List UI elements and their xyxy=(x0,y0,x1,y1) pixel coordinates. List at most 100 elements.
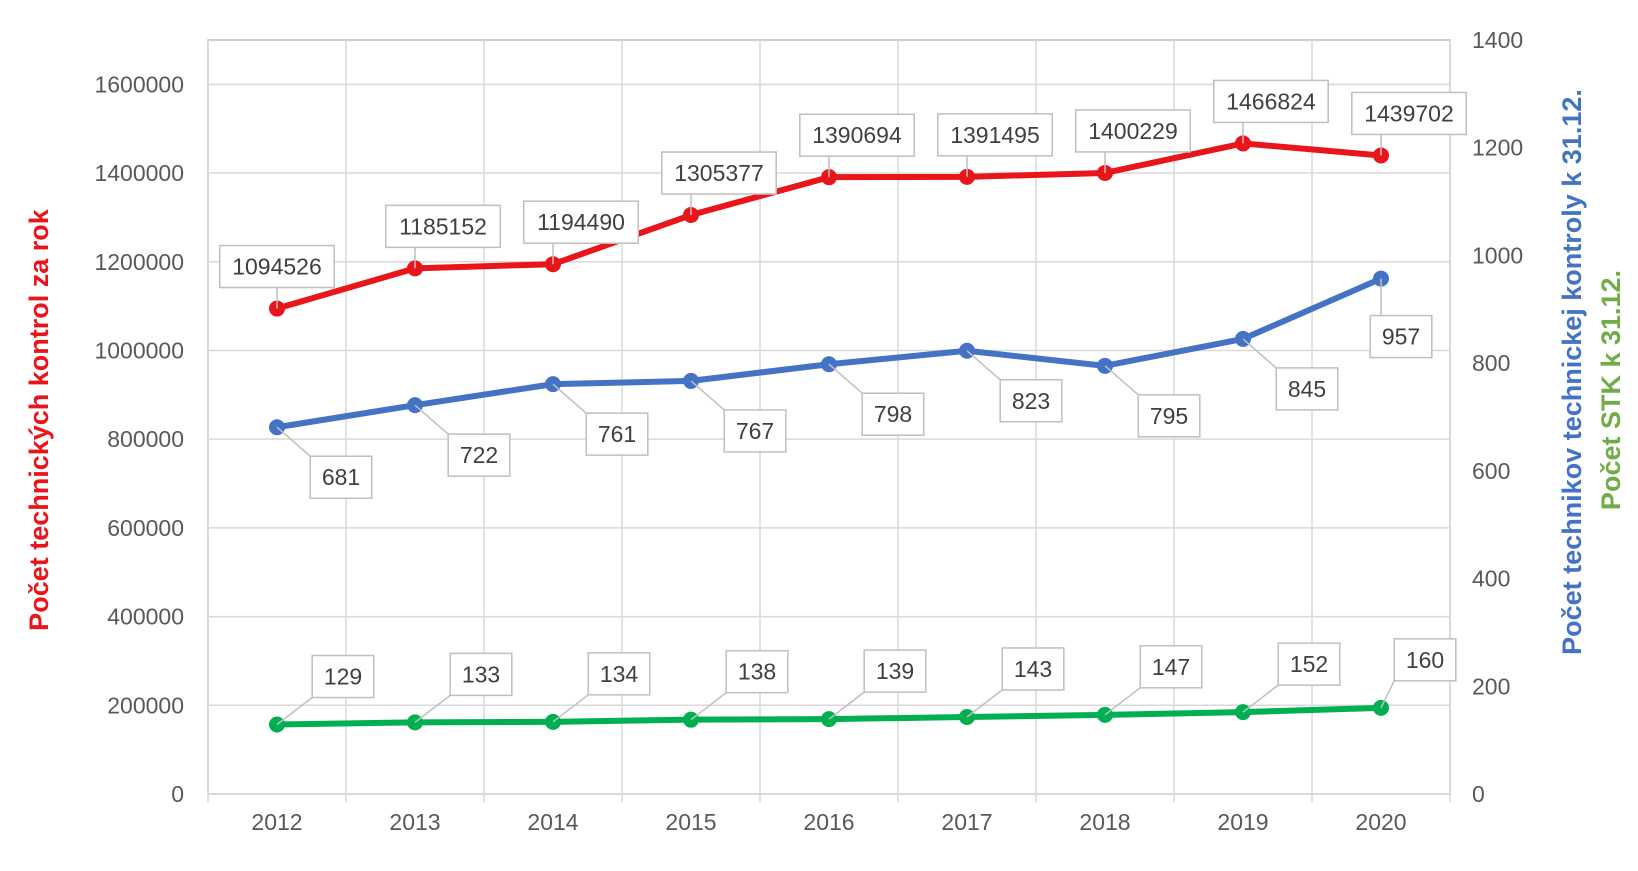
label-box xyxy=(861,392,925,436)
right-tick-label: 200 xyxy=(1472,673,1510,699)
label-box xyxy=(1393,638,1457,682)
left-tick-label: 400000 xyxy=(107,604,184,630)
right-tick-label: 1000 xyxy=(1472,242,1523,268)
data-label: 767 xyxy=(690,380,787,453)
data-label: 1305377 xyxy=(661,151,777,216)
left-axis-ticks: 0 200000 400000 600000 800000 1000000 1200000 1… xyxy=(94,71,184,807)
label-leader xyxy=(1104,365,1139,396)
x-tick-label: 2012 xyxy=(251,809,302,835)
data-label-text: 152 xyxy=(1290,651,1328,677)
data-label: 1466824 xyxy=(1213,79,1329,144)
data-label: 138 xyxy=(690,649,789,721)
label-box xyxy=(799,113,915,157)
label-leader xyxy=(690,380,725,411)
label-box xyxy=(1137,394,1201,438)
label-box xyxy=(1351,91,1467,136)
data-label-text: 1305377 xyxy=(674,160,764,186)
data-label: 957 xyxy=(1369,278,1433,359)
data-label-text: 681 xyxy=(322,464,360,490)
data-label: 134 xyxy=(552,652,651,723)
data-label-text: 798 xyxy=(874,401,912,427)
label-leader xyxy=(1104,687,1141,716)
right-tick-label: 600 xyxy=(1472,458,1510,484)
label-box xyxy=(999,379,1063,423)
data-label-text: 1391495 xyxy=(950,122,1040,148)
left-tick-label: 800000 xyxy=(107,426,184,452)
data-label: 823 xyxy=(966,350,1063,423)
right-tick-label: 800 xyxy=(1472,350,1510,376)
left-tick-label: 200000 xyxy=(107,692,184,718)
label-box xyxy=(585,412,649,456)
x-axis-ticks: 2012 2013 2014 2015 2016 2017 2018 2019 2020 xyxy=(251,809,1406,835)
data-label-text: 1194490 xyxy=(537,209,625,235)
label-box xyxy=(937,113,1053,157)
label-leader xyxy=(1380,680,1395,709)
label-box xyxy=(725,649,789,694)
data-label-text: 767 xyxy=(736,418,774,444)
data-label-text: 129 xyxy=(324,664,362,690)
x-tick-label: 2020 xyxy=(1355,809,1406,835)
data-label: 133 xyxy=(414,652,513,723)
right-axis-title-technicians: Počet technikov technickej kontroly k 31… xyxy=(1557,89,1587,655)
label-leader xyxy=(828,691,865,720)
data-label: 147 xyxy=(1104,645,1203,716)
data-label: 1391495 xyxy=(937,113,1053,177)
data-label: 152 xyxy=(1242,642,1341,713)
label-leader xyxy=(552,383,587,414)
label-leader xyxy=(276,426,311,457)
data-label-text: 1094526 xyxy=(232,254,322,280)
label-box xyxy=(1275,367,1339,411)
data-label: 1390694 xyxy=(799,113,915,178)
data-label: 761 xyxy=(552,383,649,456)
label-leader xyxy=(966,350,1001,381)
data-label: 681 xyxy=(276,426,373,499)
right-axis-ticks: 0 200 400 600 800 1000 1200 1400 xyxy=(1472,27,1523,807)
data-label: 795 xyxy=(1104,365,1201,438)
label-box xyxy=(587,652,651,696)
data-label-text: 133 xyxy=(462,661,500,687)
label-box xyxy=(311,654,375,699)
x-tick-label: 2015 xyxy=(665,809,716,835)
left-tick-label: 1000000 xyxy=(94,337,184,363)
label-leader xyxy=(828,363,863,394)
data-label: 1194490 xyxy=(523,200,639,265)
left-tick-label: 1600000 xyxy=(94,71,184,97)
data-label: 139 xyxy=(828,649,927,720)
x-tick-label: 2018 xyxy=(1079,809,1130,835)
label-leader xyxy=(1242,338,1277,369)
right-tick-label: 1400 xyxy=(1472,27,1523,53)
data-label-text: 795 xyxy=(1150,403,1188,429)
label-leader xyxy=(1242,684,1279,713)
left-axis-title: Počet technických kontrol za rok xyxy=(24,208,54,631)
label-box xyxy=(1277,642,1341,686)
label-box xyxy=(449,652,513,697)
data-label-text: 845 xyxy=(1288,376,1326,402)
data-label-text: 138 xyxy=(738,659,776,685)
label-leader xyxy=(552,694,589,723)
right-tick-label: 1200 xyxy=(1472,135,1523,161)
data-label-text: 1400229 xyxy=(1088,118,1178,144)
data-label-text: 139 xyxy=(876,658,914,684)
label-box xyxy=(1075,109,1191,153)
left-tick-label: 0 xyxy=(171,781,184,807)
data-label: 1185152 xyxy=(385,204,501,269)
data-label: 1439702 xyxy=(1351,91,1467,156)
x-tick-label: 2017 xyxy=(941,809,992,835)
left-tick-label: 1400000 xyxy=(94,160,184,186)
label-box xyxy=(309,455,373,499)
label-box xyxy=(1369,314,1433,359)
data-label: 798 xyxy=(828,363,925,436)
label-box xyxy=(1139,645,1203,689)
data-label-text: 761 xyxy=(598,421,636,447)
data-label-text: 1390694 xyxy=(812,122,902,148)
data-label: 129 xyxy=(276,654,375,726)
data-label-text: 1439702 xyxy=(1364,100,1454,126)
data-label-text: 143 xyxy=(1014,656,1052,682)
data-label-text: 1185152 xyxy=(399,213,487,239)
data-label: 160 xyxy=(1380,638,1457,709)
label-leader xyxy=(276,696,313,726)
data-label-text: 134 xyxy=(600,661,639,687)
